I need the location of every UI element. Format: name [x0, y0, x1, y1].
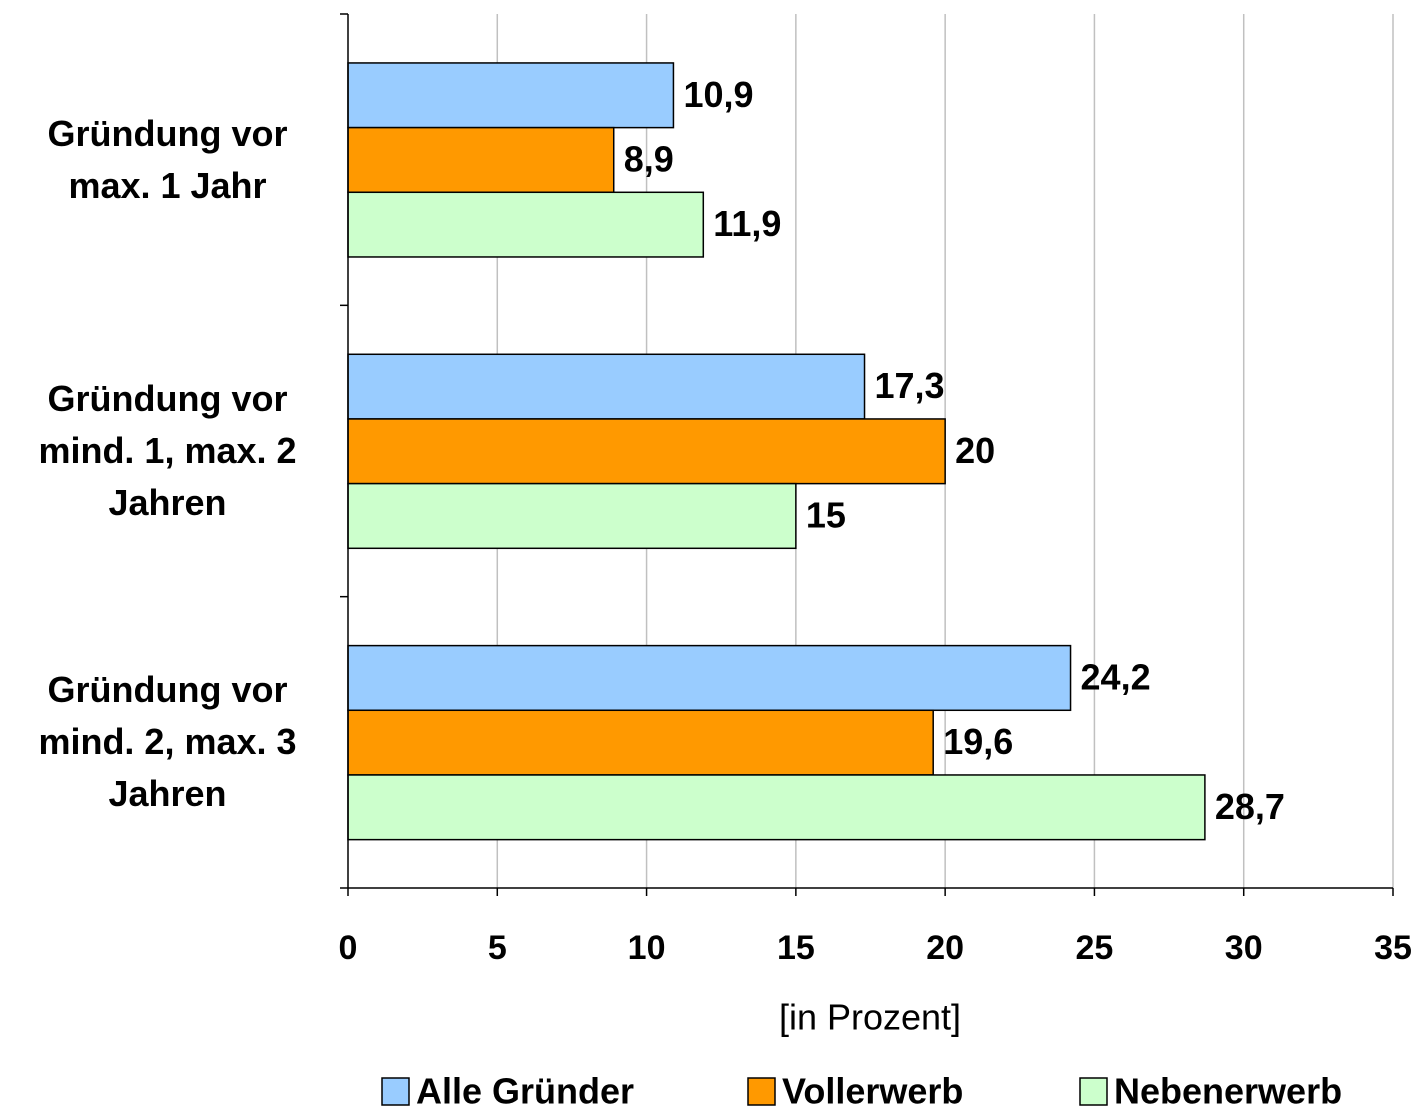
- bar: [347, 126, 615, 194]
- data-label: 15: [806, 494, 846, 535]
- legend-item: Alle Gründer: [381, 1071, 634, 1112]
- bar: [347, 353, 866, 420]
- x-tick-label: 35: [1374, 929, 1412, 967]
- x-axis-label: [in Prozent]: [779, 997, 961, 1038]
- x-tick-label: 5: [488, 929, 507, 967]
- legend-swatch: [1079, 1077, 1108, 1106]
- y-tick-label: Gründung vor max. 1 Jahr: [47, 112, 288, 206]
- x-tick-label: 30: [1225, 929, 1263, 967]
- data-label: 11,9: [713, 203, 781, 244]
- data-label: 24,2: [1081, 656, 1151, 697]
- bar: [347, 482, 797, 550]
- x-tick-label: 0: [339, 929, 358, 967]
- bar: [347, 418, 946, 485]
- data-label: 28,7: [1215, 786, 1285, 827]
- x-tick-label: 10: [628, 929, 666, 967]
- bar: [347, 644, 1072, 712]
- legend-label: Alle Gründer: [416, 1071, 634, 1112]
- data-label: 19,6: [943, 721, 1013, 762]
- data-label: 20: [955, 430, 995, 471]
- legend-item: Vollerwerb: [747, 1071, 963, 1112]
- data-label: 10,9: [683, 74, 753, 115]
- x-tick-label: 20: [926, 929, 964, 967]
- bar: [347, 774, 1206, 841]
- x-tick-label: 15: [777, 929, 815, 967]
- legend-label: Vollerwerb: [782, 1071, 963, 1112]
- legend-swatch: [381, 1077, 410, 1106]
- bar: [347, 62, 675, 129]
- bar: [347, 709, 934, 776]
- y-tick-label: Gründung vor mind. 2, max. 3 Jahren: [38, 669, 297, 815]
- x-tick-label: 25: [1076, 929, 1114, 967]
- data-label: 17,3: [875, 365, 945, 406]
- category-label-box: Gründung vor max. 1 Jahr: [47, 112, 288, 206]
- category-label-box: Gründung vor mind. 2, max. 3 Jahren: [38, 669, 297, 815]
- y-tick-label: Gründung vor mind. 1, max. 2 Jahren: [38, 377, 297, 523]
- legend-item: Nebenerwerb: [1079, 1071, 1342, 1112]
- category-label-box: Gründung vor mind. 1, max. 2 Jahren: [38, 377, 297, 523]
- legend-swatch: [747, 1077, 776, 1106]
- data-label: 8,9: [624, 138, 674, 179]
- legend-label: Nebenerwerb: [1114, 1071, 1342, 1112]
- bar: [347, 191, 705, 258]
